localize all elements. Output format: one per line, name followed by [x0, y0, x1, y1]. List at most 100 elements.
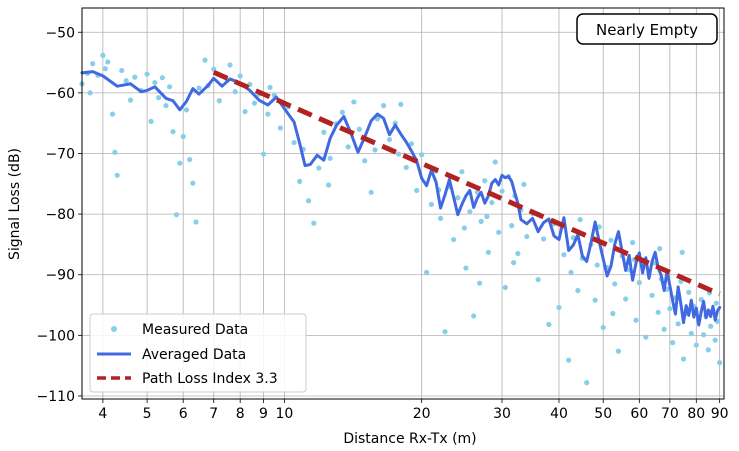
annotation-text: Nearly Empty: [596, 21, 698, 39]
measured-point: [482, 178, 488, 184]
y-tick-label: −60: [45, 86, 75, 102]
measured-point: [499, 188, 505, 194]
measured-point: [442, 329, 448, 335]
measured-point: [148, 118, 154, 124]
measured-point: [608, 237, 614, 243]
x-tick-label: 8: [236, 406, 245, 422]
measured-point: [477, 280, 483, 286]
measured-point: [489, 199, 495, 206]
measured-point: [90, 61, 96, 67]
measured-point: [713, 300, 719, 306]
measured-point: [502, 284, 508, 291]
measured-point: [556, 304, 562, 311]
averaged-data-line: [80, 70, 722, 327]
x-tick-label: 40: [550, 406, 568, 422]
measured-point: [657, 246, 663, 252]
legend-pathloss-label: Path Loss Index 3.3: [142, 371, 278, 387]
measured-point: [515, 250, 521, 257]
path-loss-line: [212, 69, 721, 297]
measured-point: [633, 317, 639, 323]
measured-point: [708, 323, 714, 329]
measured-point: [100, 52, 106, 58]
legend-averaged-label: Averaged Data: [142, 347, 246, 363]
measured-point: [327, 155, 333, 161]
measured-point: [123, 78, 129, 84]
y-tick-label: −70: [45, 146, 75, 162]
measured-point: [701, 332, 707, 338]
measured-point: [600, 324, 606, 331]
measured-point: [321, 129, 327, 135]
measured-point: [471, 313, 477, 319]
measured-point: [561, 252, 567, 258]
path-loss-line: [212, 69, 721, 297]
measured-point: [467, 209, 473, 215]
measured-point: [102, 66, 108, 72]
ticks: 4 5 6 7 8 9 10 20 30 40 50 60 70 80 90 −50 −60 −70 −80 −90 −…: [37, 25, 729, 422]
measured-point: [521, 181, 527, 187]
measured-point: [414, 187, 420, 194]
measured-point: [386, 136, 393, 143]
measured-point: [345, 144, 351, 150]
measured-point: [380, 103, 387, 109]
measured-point: [540, 236, 547, 242]
x-tick-label: 6: [179, 406, 188, 422]
averaged-line: [80, 70, 722, 327]
measured-point: [166, 84, 173, 90]
measured-point: [109, 111, 116, 117]
measured-point: [524, 233, 530, 240]
legend-measured-marker: [111, 326, 117, 332]
measured-point: [196, 85, 202, 91]
measured-point: [437, 215, 444, 221]
measured-point: [368, 189, 374, 195]
measured-point: [712, 337, 718, 343]
measured-point: [297, 178, 303, 184]
y-tick-label: −110: [37, 389, 75, 405]
measured-point: [119, 67, 125, 74]
measured-point: [680, 356, 687, 362]
measured-point: [566, 357, 572, 363]
measured-point: [183, 107, 190, 113]
measured-point: [459, 169, 465, 175]
measured-point: [693, 342, 699, 348]
x-tick-label: 9: [259, 406, 268, 422]
measured-point: [623, 296, 629, 302]
measured-point: [463, 265, 469, 271]
x-tick-label: 60: [630, 406, 648, 422]
measured-point: [127, 97, 134, 103]
measured-point: [87, 90, 93, 96]
measured-point: [362, 158, 368, 164]
measured-point: [152, 79, 158, 86]
measured-point: [408, 141, 415, 147]
x-tick-label: 20: [413, 406, 431, 422]
measured-point: [636, 280, 642, 286]
annotation-box: Nearly Empty: [576, 13, 718, 45]
y-tick-label: −90: [45, 268, 75, 284]
measured-point: [670, 340, 676, 346]
x-tick-label: 50: [594, 406, 612, 422]
measured-point: [105, 59, 111, 65]
measured-point: [661, 326, 667, 332]
measured-point: [509, 223, 515, 229]
measured-point: [193, 219, 199, 225]
measured-point: [496, 229, 502, 235]
measured-point: [675, 321, 681, 327]
annotation-frame: [576, 13, 718, 45]
grid: [82, 8, 724, 399]
measured-point: [612, 281, 618, 287]
measured-point: [251, 100, 258, 106]
measured-point: [242, 109, 248, 115]
measured-point: [216, 98, 222, 104]
measured-point: [202, 57, 208, 63]
measured-point: [177, 160, 183, 166]
measured-point: [575, 287, 581, 294]
measured-point: [156, 95, 162, 101]
measured-point: [351, 99, 357, 105]
measured-point: [187, 156, 193, 163]
measured-point: [688, 330, 694, 337]
x-tick-label: 90: [711, 406, 729, 422]
measured-point: [419, 152, 425, 158]
measured-point: [316, 165, 322, 171]
y-tick-label: −100: [37, 328, 75, 344]
measured-point: [403, 164, 409, 171]
